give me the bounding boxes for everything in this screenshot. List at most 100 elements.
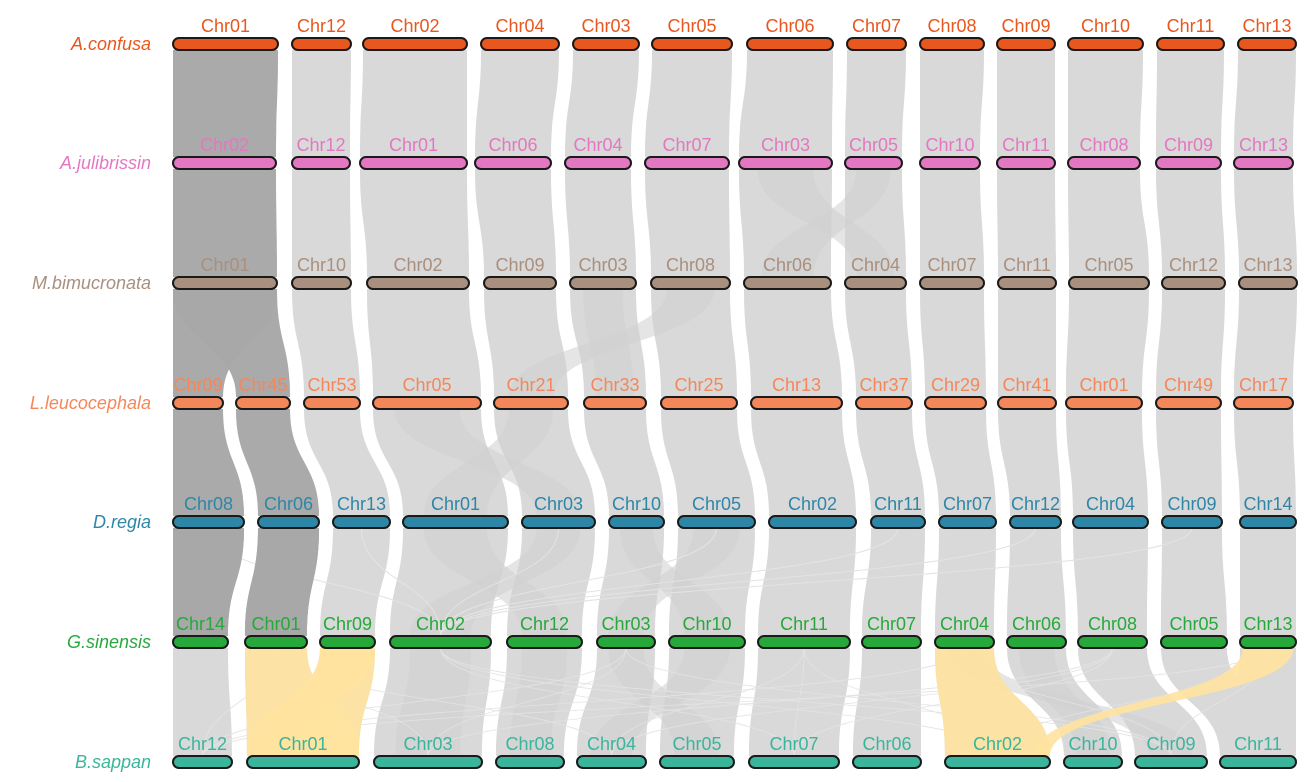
chromosome-bar — [257, 515, 320, 529]
chromosome-label: Chr09 — [1001, 16, 1050, 36]
chromosome-label: Chr04 — [1086, 494, 1135, 514]
chromosome-bar — [1072, 515, 1149, 529]
synteny-link — [360, 50, 467, 157]
synteny-line — [440, 527, 899, 637]
chromosome-bar — [1233, 156, 1294, 170]
synteny-link — [761, 169, 891, 277]
chromosome-label: Chr08 — [927, 16, 976, 36]
chromosome-label: Chr13 — [1243, 614, 1292, 634]
synteny-link — [1156, 289, 1225, 397]
species-label: L.leucocephala — [30, 393, 151, 413]
synteny-link — [509, 648, 567, 756]
chromosome-bar — [1239, 515, 1297, 529]
chromosome-bar — [402, 515, 509, 529]
chromosome-label: Chr07 — [927, 255, 976, 275]
chromosome-bar — [844, 156, 903, 170]
synteny-link — [395, 648, 471, 756]
chromosome-bar — [844, 276, 907, 290]
chromosome-label: Chr10 — [612, 494, 661, 514]
synteny-links-dark — [173, 50, 319, 636]
chromosome-bar — [172, 396, 224, 410]
chromosome-bar — [576, 755, 647, 769]
synteny-link — [565, 50, 639, 157]
synteny-line — [440, 527, 1193, 637]
chromosome-label: Chr05 — [692, 494, 741, 514]
chromosome-bar — [668, 635, 746, 649]
chromosome-bar — [757, 635, 851, 649]
chromosome-bar — [1161, 515, 1223, 529]
chromosome-bar — [855, 396, 913, 410]
synteny-line — [202, 647, 965, 757]
chromosome-label: Chr06 — [862, 734, 911, 754]
chromosome-bar — [944, 755, 1051, 769]
synteny-link — [935, 528, 996, 636]
chromosome-label: Chr05 — [849, 135, 898, 155]
chromosome-label: Chr11 — [1234, 734, 1282, 754]
chromosome-label: Chr06 — [264, 494, 313, 514]
chromosome-label: Chr37 — [859, 375, 908, 395]
chromosome-bar — [1006, 635, 1067, 649]
chromosome-label: Chr09 — [323, 614, 372, 634]
chromosome-bar — [608, 515, 665, 529]
chromosome-label: Chr05 — [672, 734, 721, 754]
chromosome-label: Chr12 — [1011, 494, 1060, 514]
synteny-link — [1156, 409, 1222, 516]
chromosome-bar — [373, 755, 483, 769]
chromosome-bar — [660, 396, 738, 410]
chromosome-bar — [389, 635, 492, 649]
species-labels: A.confusa A.julibrissin M.bimucronata L.leu… — [30, 34, 151, 772]
chromosome-bar — [246, 755, 360, 769]
chromosome-label: Chr12 — [1169, 255, 1218, 275]
chromosome-label: Chr14 — [1243, 494, 1292, 514]
chromosome-bar — [1239, 635, 1297, 649]
synteny-link — [997, 169, 1056, 277]
chromosome-bar — [1009, 515, 1062, 529]
synteny-link — [565, 169, 636, 277]
chromosome-label: Chr33 — [590, 375, 639, 395]
synteny-link — [1068, 50, 1143, 157]
chromosome-label: Chr09 — [495, 255, 544, 275]
chromosome-label: Chr01 — [201, 16, 250, 36]
synteny-link — [645, 50, 732, 157]
chromosome-bar — [1156, 37, 1225, 51]
synteny-link — [590, 648, 730, 756]
synteny-link — [920, 289, 986, 397]
chromosome-bar — [1068, 276, 1150, 290]
synteny-line — [611, 647, 805, 757]
synteny-line — [440, 527, 717, 637]
chromosome-label: Chr08 — [505, 734, 554, 754]
chromosome-bar — [372, 396, 482, 410]
chromosome-label: Chr02 — [416, 614, 465, 634]
synteny-link — [1007, 528, 1066, 636]
chromosome-label: Chr11 — [874, 494, 922, 514]
synteny-link — [508, 289, 715, 397]
chromosome-bar — [1233, 396, 1294, 410]
chromosome-bar — [1237, 37, 1297, 51]
synteny-line — [427, 647, 627, 757]
synteny-link — [1066, 289, 1149, 397]
chromosome-label: Chr45 — [238, 375, 287, 395]
synteny-links-yellow — [245, 648, 1294, 756]
chromosome-bar — [861, 635, 922, 649]
chromosome-bar — [1161, 276, 1226, 290]
synteny-line — [440, 647, 795, 757]
chromosome-label: Chr02 — [973, 734, 1022, 754]
species-label: M.bimucronata — [32, 273, 151, 293]
chromosome-bar — [172, 156, 277, 170]
synteny-link — [856, 409, 925, 516]
chromosome-bar — [1219, 755, 1297, 769]
chromosome-bar — [474, 156, 552, 170]
chromosome-bar — [1067, 37, 1144, 51]
synteny-link — [292, 50, 351, 157]
chromosome-bar — [332, 515, 391, 529]
synteny-line — [202, 647, 627, 757]
chromosome-label: Chr10 — [1068, 734, 1117, 754]
chromosome-label: Chr01 — [278, 734, 327, 754]
chromosome-bar — [521, 515, 596, 529]
chromosome-label: Chr05 — [1169, 614, 1218, 634]
synteny-link — [862, 528, 925, 636]
chromosome-label: Chr09 — [1167, 494, 1216, 514]
chromosome-label: Chr12 — [178, 734, 227, 754]
species-label: A.confusa — [70, 34, 151, 54]
